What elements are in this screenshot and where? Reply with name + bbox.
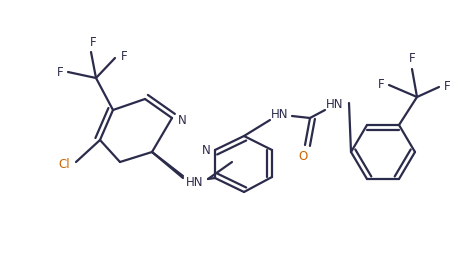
Text: N: N <box>201 144 210 156</box>
Text: O: O <box>298 150 308 163</box>
Text: HN: HN <box>186 176 204 188</box>
Text: F: F <box>444 81 450 93</box>
Text: F: F <box>90 36 96 49</box>
Text: F: F <box>121 50 128 62</box>
Text: HN: HN <box>326 99 344 112</box>
Text: HN: HN <box>271 108 289 121</box>
Text: Cl: Cl <box>58 157 70 170</box>
Text: F: F <box>409 53 415 66</box>
Text: F: F <box>378 78 384 91</box>
Text: F: F <box>57 66 63 78</box>
Text: N: N <box>177 115 186 128</box>
